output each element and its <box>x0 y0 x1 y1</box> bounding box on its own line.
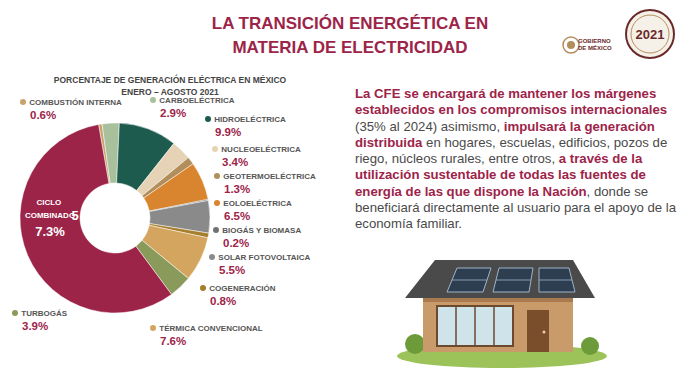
svg-text:5: 5 <box>71 208 78 223</box>
html-text:La CFE se encargará de mantene: La CFE se encargará de mantener los márg… <box>355 86 668 118</box>
svg-text:2.9%: 2.9% <box>160 107 186 119</box>
svg-text:0.6%: 0.6% <box>30 109 56 121</box>
svg-text:7.6%: 7.6% <box>160 335 186 347</box>
svg-text:0.2%: 0.2% <box>223 237 249 249</box>
svg-text:EOLOELÉCTRICA: EOLOELÉCTRICA <box>223 199 292 208</box>
svg-text:GEOTERMOELÉCTRICA: GEOTERMOELÉCTRICA <box>223 172 316 181</box>
svg-text:TÉRMICA CONVENCIONAL: TÉRMICA CONVENCIONAL <box>159 324 262 333</box>
svg-text:ENERO – AGOSTO 2021: ENERO – AGOSTO 2021 <box>121 87 219 97</box>
svg-text:2021: 2021 <box>636 27 665 42</box>
html-text:LA TRANSICIÓN ENERGÉTICA EN MA: LA TRANSICIÓN ENERGÉTICA EN MATERIA DE E… <box>211 14 489 57</box>
svg-text:3.9%: 3.9% <box>22 320 48 332</box>
svg-text:COMBINADO: COMBINADO <box>25 211 75 220</box>
svg-text:9.9%: 9.9% <box>215 126 241 138</box>
svg-text:CARBOELÉCTRICA: CARBOELÉCTRICA <box>159 96 234 105</box>
svg-text:COGENERACIÓN: COGENERACIÓN <box>209 284 275 293</box>
svg-text:7.3%: 7.3% <box>35 224 65 239</box>
svg-text:SOLAR FOTOVOLTAICA: SOLAR FOTOVOLTAICA <box>218 253 310 262</box>
svg-text:NUCLEOELÉCTRICA: NUCLEOELÉCTRICA <box>221 145 301 154</box>
html-text:(35% al 2024) asimismo, impuls: (35% al 2024) asimismo, impulsará la gen… <box>355 118 677 232</box>
svg-text:PORCENTAJE DE GENERACIÓN ELÉCT: PORCENTAJE DE GENERACIÓN ELÉCTRICA EN MÉ… <box>54 74 287 85</box>
html-text:GOBIERNO DE MÉXICO: GOBIERNO DE MÉXICO <box>578 38 612 51</box>
svg-text:5.5%: 5.5% <box>219 264 245 276</box>
svg-text:COMBUSTIÓN INTERNA: COMBUSTIÓN INTERNA <box>29 98 122 107</box>
svg-text:6.5%: 6.5% <box>224 210 250 222</box>
svg-text:HIDROELÉCTRICA: HIDROELÉCTRICA <box>214 115 286 124</box>
svg-text:BIOGÁS Y BIOMASA: BIOGÁS Y BIOMASA <box>222 226 301 235</box>
svg-text:1.3%: 1.3% <box>224 183 250 195</box>
svg-text:3.4%: 3.4% <box>222 156 248 168</box>
svg-text:CICLO: CICLO <box>36 198 63 207</box>
svg-text:0.8%: 0.8% <box>210 295 236 307</box>
svg-text:TURBOGÁS: TURBOGÁS <box>21 309 67 318</box>
